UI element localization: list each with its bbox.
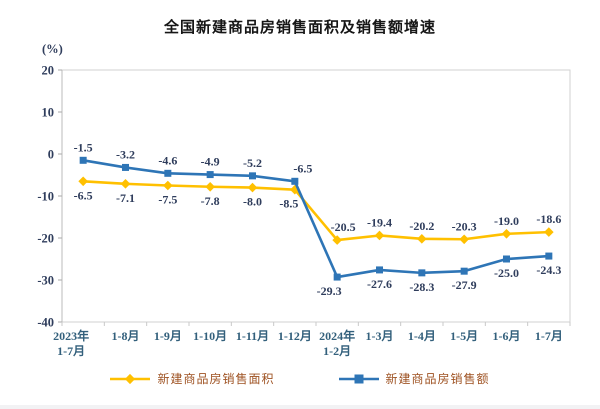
legend-label-sales-area: 新建商品房销售面积 [157, 372, 275, 386]
svg-text:1-8月: 1-8月 [112, 329, 140, 343]
data-label: -25.0 [494, 266, 519, 280]
data-label: -1.5 [74, 140, 93, 154]
data-label: -8.0 [243, 195, 262, 209]
svg-text:1-9月: 1-9月 [154, 329, 182, 343]
svg-text:1-12月: 1-12月 [278, 329, 312, 343]
page-bottom-strip [0, 405, 600, 409]
svg-text:1-2月: 1-2月 [323, 344, 351, 358]
svg-text:1-7月: 1-7月 [57, 344, 85, 358]
data-label: -7.8 [201, 194, 220, 208]
data-label: -6.5 [74, 188, 93, 202]
y-axis-unit-label: (%) [42, 42, 63, 56]
chart-title: 全国新建商品房销售面积及销售额增速 [163, 19, 436, 36]
legend: 新建商品房销售面积 新建商品房销售额 [0, 370, 600, 387]
svg-text:1-6月: 1-6月 [493, 329, 521, 343]
data-label: -4.6 [158, 153, 177, 167]
data-label: -7.5 [158, 193, 177, 207]
svg-text:1-4月: 1-4月 [408, 329, 436, 343]
svg-text:0: 0 [48, 148, 54, 162]
svg-text:1-5月: 1-5月 [450, 329, 478, 343]
data-label: -20.3 [452, 219, 477, 233]
svg-text:10: 10 [42, 106, 55, 120]
legend-label-sales-amount: 新建商品房销售额 [385, 372, 490, 386]
data-label: -27.9 [452, 278, 477, 292]
svg-text:20: 20 [42, 64, 55, 78]
legend-item-sales-amount: 新建商品房销售额 [338, 370, 490, 387]
series-sales-amount: -1.5 -3.2 -4.6 -4.9 -5.2 -6.5 -29.3 -27.6 -28.3 -… [74, 140, 562, 298]
data-label: -19.0 [494, 214, 519, 228]
data-label: -8.5 [279, 197, 298, 211]
data-label: -19.4 [367, 215, 392, 229]
data-label: -7.1 [116, 191, 135, 205]
sales-amount-line-marker-icon [338, 374, 379, 383]
data-label: -6.5 [293, 161, 312, 175]
svg-text:1-7月: 1-7月 [535, 329, 563, 343]
svg-text:-30: -30 [37, 274, 54, 288]
data-label: -3.2 [116, 147, 135, 161]
svg-text:2024年: 2024年 [319, 328, 355, 343]
svg-text:1-10月: 1-10月 [193, 329, 227, 343]
svg-text:-40: -40 [37, 316, 54, 330]
data-label: -4.9 [201, 155, 220, 169]
svg-text:-10: -10 [37, 190, 54, 204]
sales-area-line-marker-icon [110, 373, 151, 384]
svg-text:2023年: 2023年 [53, 328, 89, 343]
data-label: -18.6 [536, 212, 561, 226]
data-label: -28.3 [409, 280, 434, 294]
y-axis: 20 10 0 -10 -20 -30 -40 [37, 64, 62, 330]
data-label: -27.6 [367, 277, 392, 291]
data-label: -29.3 [317, 284, 342, 298]
data-label: -20.2 [409, 219, 434, 233]
legend-item-sales-area: 新建商品房销售面积 [110, 370, 274, 387]
svg-text:1-11月: 1-11月 [236, 329, 269, 343]
data-label: -20.5 [331, 220, 356, 234]
svg-text:-20: -20 [37, 232, 54, 246]
svg-text:1-3月: 1-3月 [366, 329, 394, 343]
data-label: -5.2 [243, 156, 262, 170]
data-label: -24.3 [536, 263, 561, 277]
